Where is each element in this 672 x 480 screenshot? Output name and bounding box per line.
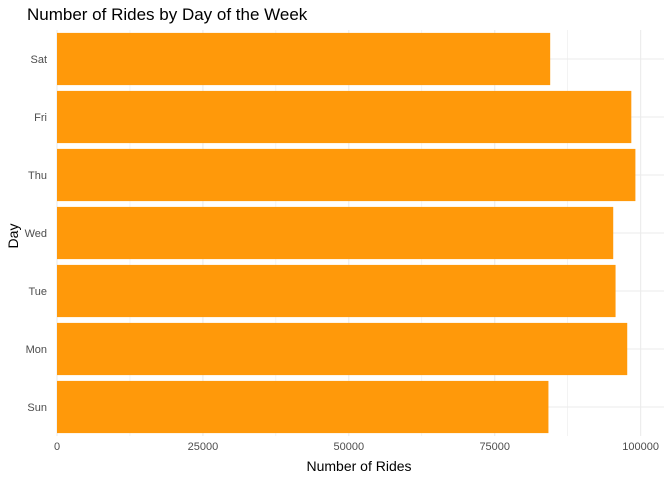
bars — [57, 32, 636, 434]
bar-fri — [57, 90, 632, 144]
bar-sat — [57, 32, 551, 86]
y-tick-label: Mon — [26, 344, 47, 356]
y-tick-label: Thu — [28, 170, 47, 182]
y-tick-label: Wed — [25, 228, 47, 240]
bar-wed — [57, 206, 614, 260]
y-tick-label: Fri — [34, 112, 47, 124]
x-tick-label: 100000 — [622, 441, 659, 453]
x-tick-label: 0 — [54, 441, 60, 453]
bar-thu — [57, 148, 636, 202]
y-tick-label: Sat — [30, 54, 47, 66]
chart-title: Number of Rides by Day of the Week — [27, 5, 308, 24]
y-tick-label: Sun — [27, 402, 47, 414]
bar-sun — [57, 380, 549, 434]
x-axis-title: Number of Rides — [306, 458, 411, 474]
x-tick-label: 75000 — [479, 441, 510, 453]
x-tick-labels: 0 25000 50000 75000 100000 — [54, 441, 659, 453]
x-tick-label: 50000 — [334, 441, 365, 453]
y-tick-label: Tue — [28, 286, 47, 298]
y-tick-labels: Sun Mon Tue Wed Thu Fri Sat — [25, 54, 47, 414]
bar-tue — [57, 264, 616, 318]
x-tick-label: 25000 — [188, 441, 219, 453]
y-axis-title: Day — [5, 224, 21, 249]
bar-mon — [57, 322, 628, 376]
